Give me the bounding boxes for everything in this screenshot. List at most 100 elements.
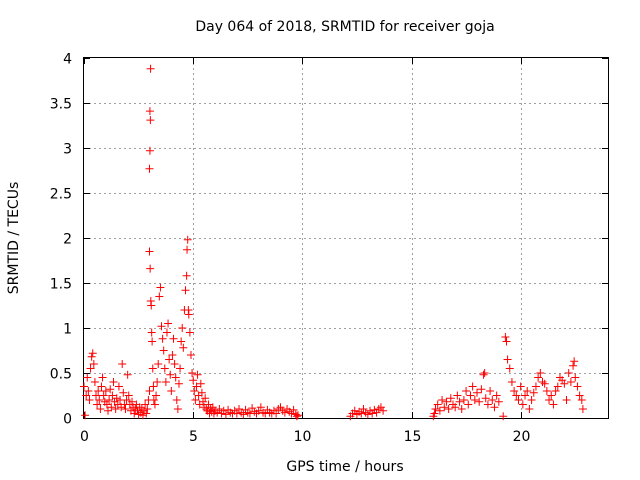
- data-point: [466, 391, 475, 400]
- data-point: [155, 292, 164, 301]
- data-point: [90, 378, 99, 386]
- data-point: [161, 378, 170, 386]
- data-point: [514, 396, 523, 404]
- data-point: [190, 387, 199, 395]
- data-point: [148, 337, 157, 346]
- data-point: [118, 360, 127, 368]
- data-point: [525, 405, 534, 413]
- data-point: [529, 388, 538, 397]
- data-point: [276, 403, 285, 412]
- data-point: [201, 394, 210, 403]
- data-point: [92, 391, 101, 400]
- data-point: [232, 409, 241, 418]
- y-tick-label: 4: [63, 52, 72, 68]
- data-point: [174, 379, 183, 388]
- data-point: [534, 373, 543, 382]
- data-point: [145, 146, 154, 155]
- data-point: [289, 405, 298, 414]
- data-point: [363, 410, 372, 419]
- data-point: [197, 388, 206, 397]
- data-point: [239, 410, 248, 419]
- data-point: [167, 387, 176, 395]
- data-point: [521, 391, 530, 400]
- data-point: [138, 411, 147, 420]
- data-point: [540, 379, 549, 388]
- data-point: [156, 283, 165, 292]
- data-point: [188, 369, 197, 377]
- data-point: [204, 400, 213, 409]
- x-tick-label: 0: [80, 429, 89, 445]
- tick-layer: 0 5 10 15 20 0 0.5 1 1.5 2 2.5 3 3.5 4: [50, 52, 608, 445]
- data-point: [176, 364, 185, 373]
- data-point: [183, 235, 192, 244]
- data-point: [488, 396, 497, 404]
- data-point: [150, 400, 159, 409]
- data-point: [146, 64, 155, 73]
- data-point: [95, 396, 104, 404]
- data-point: [97, 382, 106, 391]
- data-point: [172, 396, 181, 404]
- data-point: [147, 301, 156, 310]
- data-point: [185, 328, 194, 337]
- grid-layer: [84, 58, 608, 418]
- y-tick-label: 1.5: [50, 277, 72, 293]
- data-point: [102, 400, 111, 409]
- data-point: [459, 396, 468, 404]
- data-point: [88, 349, 97, 358]
- data-point: [451, 403, 460, 412]
- data-point: [193, 370, 202, 379]
- data-point: [93, 400, 102, 409]
- data-point: [280, 408, 289, 417]
- data-point: [361, 408, 370, 417]
- data-point: [490, 403, 499, 412]
- data-point: [98, 373, 107, 382]
- data-point: [480, 369, 489, 377]
- data-point: [168, 351, 177, 359]
- data-point: [124, 391, 133, 400]
- data-point: [145, 164, 154, 173]
- data-point: [512, 391, 521, 400]
- x-tick-label: 20: [513, 429, 531, 445]
- data-point: [170, 360, 179, 368]
- data-point: [505, 364, 514, 373]
- x-axis-label: GPS time / hours: [286, 459, 403, 475]
- data-point: [531, 382, 540, 391]
- data-point: [148, 364, 157, 373]
- data-point: [142, 409, 151, 418]
- data-point: [502, 337, 511, 346]
- data-point: [516, 382, 525, 391]
- data-point: [107, 403, 116, 412]
- data-point: [464, 400, 473, 409]
- data-point: [523, 387, 532, 395]
- data-point: [146, 116, 155, 125]
- data-point: [274, 405, 283, 413]
- data-point: [173, 405, 182, 413]
- data-point: [157, 322, 166, 331]
- data-point: [477, 385, 486, 394]
- data-point: [272, 409, 281, 418]
- data-point: [183, 245, 192, 254]
- data-point: [475, 397, 484, 406]
- data-point: [527, 396, 536, 404]
- data-point: [562, 396, 571, 404]
- data-point: [196, 379, 205, 388]
- data-point: [89, 360, 98, 368]
- data-point: [473, 388, 481, 397]
- y-tick-label: 2: [63, 232, 72, 248]
- x-tick-label: 15: [404, 429, 422, 445]
- x-tick-label: 10: [294, 429, 312, 445]
- data-point: [169, 334, 178, 343]
- data-point: [123, 370, 132, 379]
- data-point: [147, 328, 156, 337]
- data-point: [564, 369, 573, 377]
- data-point: [166, 370, 175, 379]
- data-point: [182, 271, 191, 280]
- data-point: [494, 397, 503, 406]
- data-point: [158, 334, 167, 343]
- data-point: [154, 360, 163, 368]
- data-point: [112, 394, 121, 403]
- data-point: [106, 385, 115, 394]
- data-point: [483, 400, 492, 409]
- data-point: [160, 364, 169, 373]
